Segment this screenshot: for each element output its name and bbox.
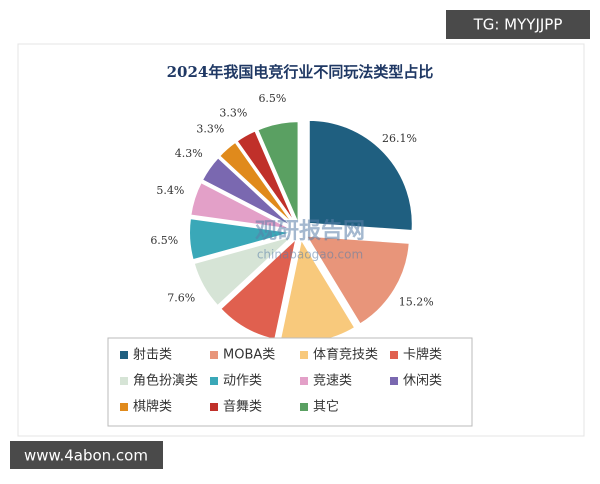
pie-slice xyxy=(192,234,295,308)
legend-swatch xyxy=(300,403,308,411)
watermark-center-sub: chinabaogao.com xyxy=(257,248,363,262)
legend-label: 音舞类 xyxy=(223,399,262,415)
pie-slice xyxy=(304,234,411,326)
watermark-box xyxy=(446,10,590,39)
legend-label: 体育竞技类 xyxy=(313,347,378,363)
data-label: 15.2% xyxy=(399,296,434,309)
data-label: 5.4% xyxy=(156,184,184,197)
data-label: 3.3% xyxy=(219,106,247,119)
pie-slice xyxy=(217,140,297,228)
watermark-box xyxy=(10,441,163,469)
legend-swatch xyxy=(210,377,218,385)
legend-swatch xyxy=(300,377,308,385)
data-label: 26.1% xyxy=(382,132,417,145)
legend-swatch xyxy=(390,351,398,359)
pie-slice xyxy=(255,120,300,226)
legend-swatch xyxy=(120,377,128,385)
pie-slice xyxy=(189,180,294,231)
legend-label: 棋牌类 xyxy=(133,399,172,415)
legend-box xyxy=(107,337,473,427)
legend-label: 角色扮演类 xyxy=(133,373,198,389)
data-label: 6.5% xyxy=(258,92,286,105)
watermark-center: 观研报告网 xyxy=(255,219,365,244)
legend-swatch xyxy=(210,351,218,359)
legend-swatch xyxy=(300,351,308,359)
watermark-top-right: TG: MYYJJPP xyxy=(473,16,563,34)
chart-title: 2024年我国电竞行业不同玩法类型占比 xyxy=(167,63,434,81)
data-label: 4.3% xyxy=(175,147,203,160)
legend-swatch xyxy=(210,403,218,411)
legend-label: 射击类 xyxy=(133,347,172,363)
legend-label: 休闲类 xyxy=(403,374,442,389)
data-label: 3.3% xyxy=(196,123,224,136)
pie-slice xyxy=(188,217,294,262)
data-label: 6.5% xyxy=(150,234,178,247)
legend-label: 卡牌类 xyxy=(403,347,442,363)
data-label: 7.6% xyxy=(167,291,195,304)
pie-slice xyxy=(307,118,414,233)
legend-label: 其它 xyxy=(313,399,339,415)
legend-label: MOBA类 xyxy=(223,348,275,363)
watermark-bottom-left: www.4abon.com xyxy=(24,447,148,465)
legend-label: 竞速类 xyxy=(313,373,352,389)
legend-swatch xyxy=(120,351,128,359)
pie-slice xyxy=(235,129,298,227)
legend-label: 动作类 xyxy=(223,374,262,389)
legend-swatch xyxy=(120,403,128,411)
legend-swatch xyxy=(390,377,398,385)
pie-slice xyxy=(200,155,295,229)
